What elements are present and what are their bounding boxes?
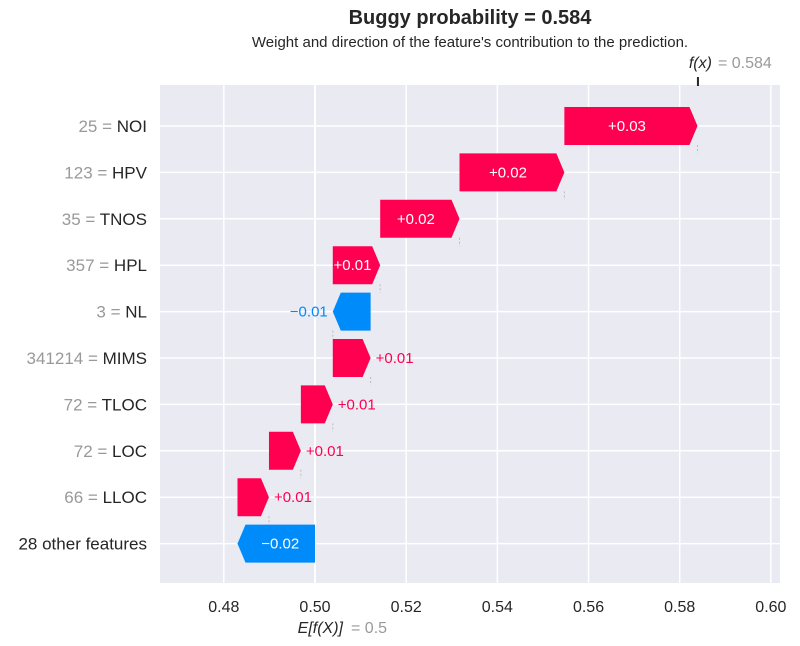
feature-value: 25 =: [78, 117, 116, 136]
chart-subtitle: Weight and direction of the feature's co…: [251, 34, 689, 51]
feature-label: 72 = TLOC: [64, 395, 147, 414]
bar-value-label: −0.02: [261, 536, 299, 553]
feature-bar: [237, 478, 269, 517]
output-value-label: = 0.584: [718, 55, 772, 72]
feature-label: 357 = HPL: [66, 256, 147, 275]
feature-bar: [268, 431, 301, 470]
feature-bar: [332, 292, 371, 331]
x-tick-label: 0.58: [664, 599, 695, 616]
feature-value: 72 =: [64, 395, 102, 414]
feature-bar: [380, 199, 460, 238]
bar-value-label: +0.01: [334, 257, 372, 274]
feature-bar: [332, 246, 381, 285]
bar-value-label: +0.03: [608, 118, 646, 135]
x-tick-label: 0.50: [299, 599, 330, 616]
grid-layer: [160, 85, 780, 583]
base-label: E[f(X)]: [298, 620, 344, 637]
bar-value-label: +0.02: [489, 164, 527, 181]
feature-name: TLOC: [102, 395, 147, 414]
feature-label: 3 = NL: [96, 303, 147, 322]
feature-value: 3 =: [96, 303, 125, 322]
feature-label: 35 = TNOS: [62, 210, 147, 229]
x-tick-label: 0.56: [573, 599, 604, 616]
feature-name: 28 other features: [18, 535, 147, 554]
base-value-label: = 0.5: [351, 620, 387, 637]
feature-value: 357 =: [66, 256, 114, 275]
x-tick-label: 0.48: [208, 599, 239, 616]
feature-bar: [300, 385, 333, 424]
feature-value: 35 =: [62, 210, 100, 229]
bar-layer: [237, 107, 698, 563]
feature-label: 28 other features: [18, 535, 147, 554]
tick-layer: 0.48 0.50 0.52 0.54 0.56 0.58 0.60 25 = NOI 123 …: [18, 117, 786, 616]
feature-bar: [564, 107, 698, 145]
feature-name: HPL: [114, 256, 147, 275]
feature-value: 341214 =: [27, 349, 103, 368]
feature-name: TNOS: [100, 210, 147, 229]
feature-value: 66 =: [64, 488, 102, 507]
feature-label: 341214 = MIMS: [27, 349, 148, 368]
label-layer: +0.03 +0.02 +0.02 +0.01 −0.01 +0.01 +0.01 +0.01…: [261, 118, 646, 553]
connector-layer: [268, 145, 698, 525]
feature-bar: [237, 524, 315, 563]
feature-name: LLOC: [103, 488, 147, 507]
feature-name: HPV: [112, 163, 148, 182]
feature-bar: [459, 153, 565, 192]
x-tick-label: 0.54: [482, 599, 513, 616]
feature-value: 123 =: [64, 163, 112, 182]
feature-value: 72 =: [74, 442, 112, 461]
feature-label: 25 = NOI: [78, 117, 147, 136]
bar-value-label: +0.02: [397, 211, 435, 228]
feature-label: 66 = LLOC: [64, 488, 147, 507]
feature-bar: [332, 339, 371, 377]
bar-value-label: +0.01: [274, 489, 312, 506]
feature-label: 123 = HPV: [64, 163, 147, 182]
feature-name: NL: [125, 303, 147, 322]
bar-value-label: −0.01: [290, 304, 328, 321]
output-label: f(x): [689, 55, 712, 72]
bar-value-label: +0.01: [338, 396, 376, 413]
chart-title: Buggy probability = 0.584: [348, 7, 592, 29]
feature-label: 72 = LOC: [74, 442, 147, 461]
x-tick-label: 0.60: [755, 599, 786, 616]
x-tick-label: 0.52: [391, 599, 422, 616]
feature-name: LOC: [112, 442, 147, 461]
feature-name: NOI: [117, 117, 147, 136]
marker-layer: f(x) = 0.584 E[f(X)] = 0.5: [298, 55, 772, 637]
bar-value-label: +0.01: [376, 350, 414, 367]
feature-name: MIMS: [103, 349, 147, 368]
bar-value-label: +0.01: [306, 443, 344, 460]
